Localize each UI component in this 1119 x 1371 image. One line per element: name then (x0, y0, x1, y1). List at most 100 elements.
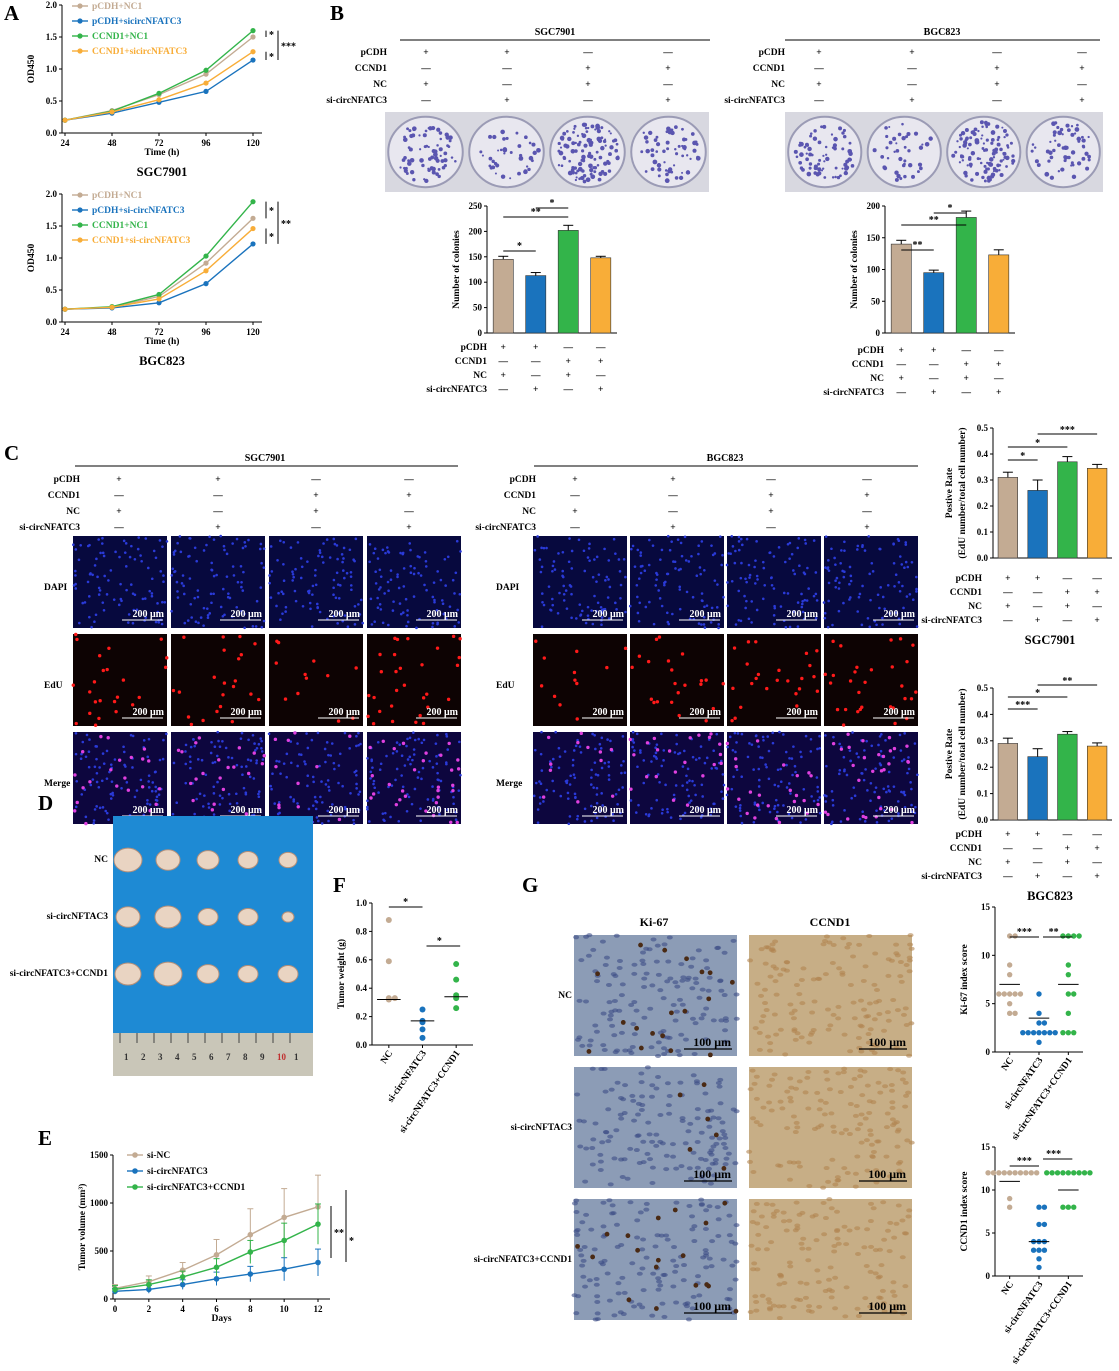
a-top-x-tick-label: 120 (246, 138, 260, 148)
g-ihc-nucleus (868, 1201, 875, 1206)
c-right-scale-label: 200 μm (884, 805, 916, 816)
g-ihc-nucleus (794, 1223, 801, 1228)
c-right-nucleus (699, 816, 703, 819)
g-ihc-nucleus (721, 950, 728, 955)
c-left-nucleus (227, 592, 230, 595)
g-ihc-nucleus (868, 1142, 875, 1147)
c-left-nucleus (369, 777, 372, 780)
c-left-nucleus (395, 741, 399, 744)
g-ihc-nucleus (891, 1235, 898, 1240)
c-right-nucleus (745, 537, 749, 541)
c-left-nucleus (257, 795, 261, 799)
b-left-groups-sign: + (585, 64, 590, 74)
b-right-chart-sig-marker: ** (929, 215, 939, 226)
b-left-colony (606, 159, 610, 163)
b-left-colony (664, 169, 668, 172)
c-left-nucleus (379, 575, 383, 578)
c-right-edu-cell (815, 689, 820, 693)
c-left-nucleus (239, 737, 243, 740)
c-left-nucleus (107, 818, 110, 821)
g-ihc-nucleus (895, 1203, 902, 1208)
g-ihc-nucleus (699, 987, 706, 992)
c-left-nucleus (225, 552, 229, 556)
b-left-colony (571, 141, 576, 146)
c-left-nucleus (210, 601, 213, 605)
g-ihc-nucleus (609, 1023, 616, 1028)
c-right-nucleus (619, 583, 623, 587)
a-top-legend-label: CCND1+NC1 (92, 32, 148, 42)
a-bottom-point (203, 253, 209, 259)
c-left-nucleus (269, 596, 273, 599)
b-left-colony (645, 148, 650, 154)
b-left-colony (674, 125, 678, 130)
g-ihc-nucleus (604, 1271, 611, 1276)
a-top-point (203, 67, 209, 73)
c-right-edu-cell (546, 735, 551, 740)
b-right-colony (813, 129, 817, 133)
g-ihc-nucleus (823, 1069, 830, 1074)
c-left-nucleus (459, 550, 462, 553)
b-left-colony (614, 148, 619, 153)
a-bottom-point (203, 281, 209, 287)
c-right-nucleus (833, 556, 836, 560)
b-left-groups-sign: + (665, 96, 670, 106)
c-left-nucleus (135, 789, 139, 792)
c-right-nucleus (851, 731, 854, 734)
panel-label-e: E (38, 1126, 52, 1150)
c-right-nucleus (540, 592, 544, 595)
c-bottom-chart-y-tick-label: 0.3 (977, 736, 989, 746)
b-left-colony (686, 154, 689, 157)
b-right-colony (812, 136, 818, 141)
c-left-nucleus (458, 592, 462, 596)
c-left-edu-cell (238, 634, 242, 639)
g-ccnd1-chart-point (1076, 1170, 1082, 1176)
c-right-nucleus (904, 541, 908, 544)
c-right-nucleus (578, 603, 582, 606)
c-left-nucleus (231, 542, 234, 545)
c-right-nucleus (536, 821, 540, 824)
g-ihc-nucleus (836, 966, 843, 971)
c-right-nucleus (630, 547, 633, 551)
g-ihc-nucleus (884, 1228, 891, 1233)
g-ihc-positive-nucleus (655, 1215, 661, 1221)
c-right-nucleus (898, 555, 902, 558)
b-left-colony (404, 166, 408, 170)
c-right-nucleus (575, 617, 578, 620)
c-right-edu-cell (857, 690, 861, 695)
b-right-colony (823, 176, 827, 179)
b-right-colony (884, 126, 888, 130)
c-left-nucleus (155, 795, 159, 799)
g-ihc-nucleus (875, 1275, 882, 1280)
c-left-nucleus (246, 758, 250, 761)
c-right-nucleus (878, 606, 881, 610)
c-right-nucleus (893, 584, 896, 588)
c-left-nucleus (74, 731, 78, 735)
g-ki67-chart-point (1052, 1029, 1058, 1036)
g-ihc-nucleus (656, 1279, 663, 1284)
c-right-nucleus (540, 546, 543, 550)
c-right-edu-cell (598, 750, 603, 754)
g-ihc-nucleus (687, 1121, 694, 1126)
d-tumor (154, 905, 182, 929)
f-chart-point (419, 1019, 426, 1026)
b-left-colony (433, 156, 439, 161)
b-right-colony (888, 140, 893, 145)
c-right-nucleus (596, 773, 600, 777)
c-left-edu-cell (97, 654, 102, 658)
c-left-nucleus (396, 575, 399, 579)
c-right-nucleus (818, 796, 821, 799)
c-right-nucleus (710, 810, 714, 814)
c-right-nucleus (849, 759, 852, 763)
c-left-nucleus (435, 755, 438, 758)
b-right-colony (959, 137, 963, 141)
c-top-chart-groups-sign: + (1094, 588, 1099, 598)
g-ihc-nucleus (669, 1142, 676, 1147)
g-ihc-nucleus (586, 1278, 593, 1283)
g-ihc-nucleus (825, 1027, 832, 1032)
c-right-nucleus (633, 749, 636, 752)
c-left-nucleus (248, 775, 252, 779)
c-left-nucleus (445, 732, 448, 736)
c-left-nucleus (340, 553, 344, 556)
g-ihc-nucleus (906, 955, 913, 960)
c-left-nucleus (255, 759, 259, 762)
